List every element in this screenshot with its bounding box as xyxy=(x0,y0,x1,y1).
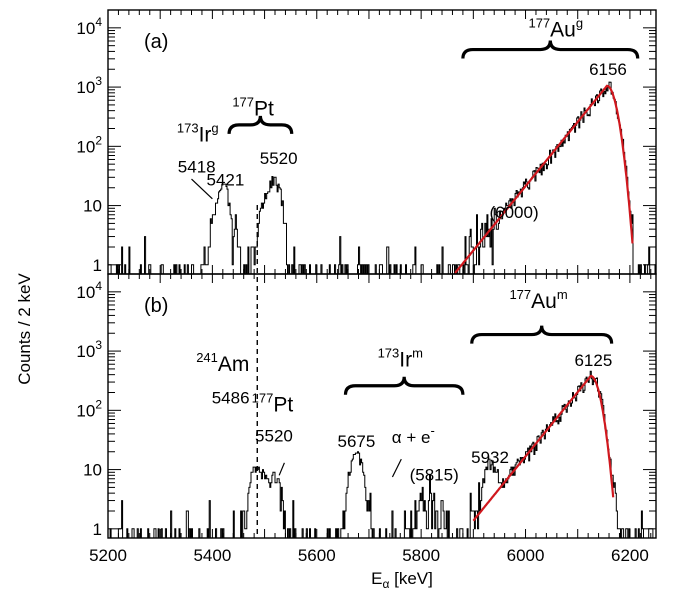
pointer-line xyxy=(278,462,285,476)
peak-energy-label: 5520 xyxy=(255,426,293,445)
y-tick-label: 1 xyxy=(93,256,102,275)
shared-axes: 5200 5400 5600 5800 6000 6200 Eα [keV] xyxy=(89,205,649,590)
y-tick-label: 104 xyxy=(76,279,102,302)
histogram-series xyxy=(108,81,656,275)
x-tick-label: 6200 xyxy=(611,546,649,565)
x-tick-label: 5200 xyxy=(89,546,127,565)
y-tick-label: 10 xyxy=(83,197,102,216)
panel-label: (b) xyxy=(144,295,168,317)
fit-curve xyxy=(454,84,634,274)
curly-bracket xyxy=(461,40,640,59)
x-tick-label: 5800 xyxy=(402,546,440,565)
panel-a: 104103102101(a)541854215520(6000)6156173… xyxy=(76,9,657,275)
curly-bracket xyxy=(470,325,614,344)
peak-energy-label: 5421 xyxy=(207,170,245,189)
isotope-label: 241Am xyxy=(196,350,249,376)
fit-curve xyxy=(472,374,615,522)
peak-energy-label: 5418 xyxy=(178,158,216,177)
peak-energy-label: 6125 xyxy=(574,351,612,370)
isotope-label: 173Irg xyxy=(177,121,219,147)
y-tick-label: 102 xyxy=(76,133,102,156)
y-tick-label: 103 xyxy=(76,74,102,97)
peak-energy-label: 5675 xyxy=(338,432,376,451)
pointer-line xyxy=(191,178,213,200)
isotope-label: 173Irm xyxy=(378,345,423,371)
x-tick-label: 5600 xyxy=(298,546,336,565)
y-tick-label: 102 xyxy=(76,397,102,420)
isotope-label: 177Pt xyxy=(232,95,274,121)
isotope-label: 177Aum xyxy=(509,287,567,313)
peak-energy-label: 6156 xyxy=(589,60,627,79)
y-tick-label: 103 xyxy=(76,338,102,361)
y-axis-label: Counts / 2 keV xyxy=(15,273,34,385)
peak-energy-label: 5520 xyxy=(260,149,298,168)
peak-energy-label: (5815) xyxy=(410,466,459,485)
y-tick-label: 1 xyxy=(93,520,102,539)
peak-energy-label: 5932 xyxy=(471,448,509,467)
plot-frame xyxy=(107,273,657,539)
x-tick-label: 5400 xyxy=(193,546,231,565)
peak-energy-label: 5486 xyxy=(212,389,250,408)
x-tick-label: 6000 xyxy=(507,546,545,565)
peak-energy-label: (6000) xyxy=(489,203,538,222)
curly-bracket xyxy=(343,376,465,395)
panel-label: (a) xyxy=(144,31,168,53)
decay-annotation: α + e- xyxy=(392,423,435,447)
isotope-label: 177Aug xyxy=(528,15,583,41)
x-axis-label: Eα [keV] xyxy=(371,569,433,590)
y-tick-label: 104 xyxy=(76,15,102,38)
y-tick-label: 10 xyxy=(83,461,102,480)
curly-bracket xyxy=(227,115,294,134)
pointer-line xyxy=(391,458,402,478)
